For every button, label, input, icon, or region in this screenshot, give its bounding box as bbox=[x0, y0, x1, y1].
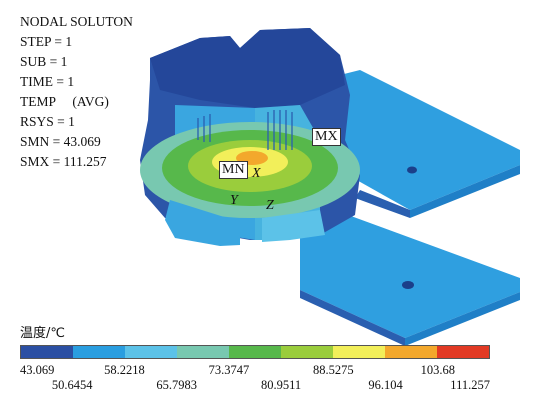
legend-swatch bbox=[73, 346, 125, 358]
smn-value: SMN = 43.069 bbox=[20, 134, 101, 149]
legend-value-lower: 111.257 bbox=[450, 378, 490, 392]
legend-value-upper: 88.5275 bbox=[313, 363, 354, 377]
legend-value-lower: 65.7983 bbox=[156, 378, 197, 392]
legend-swatch bbox=[333, 346, 385, 358]
axis-z-label: Z bbox=[266, 198, 274, 213]
axis-y-label: Y bbox=[230, 193, 238, 208]
legend-value-upper: 43.069 bbox=[20, 363, 55, 377]
fins bbox=[197, 110, 293, 150]
smx-value: SMX = 111.257 bbox=[20, 154, 107, 169]
legend-swatch bbox=[125, 346, 177, 358]
upper-arm-top bbox=[320, 70, 520, 210]
lower-arm-top bbox=[300, 212, 520, 338]
legend-swatch bbox=[385, 346, 437, 358]
lower-body bbox=[165, 200, 240, 246]
result-title: NODAL SOLUTON bbox=[20, 14, 133, 29]
sub-value: SUB = 1 bbox=[20, 54, 68, 69]
legend-value-lower: 96.104 bbox=[368, 378, 403, 392]
legend-value-lower: 80.9511 bbox=[261, 378, 302, 392]
top-cap bbox=[150, 28, 345, 108]
legend-value-lower: 50.6454 bbox=[51, 378, 93, 392]
legend-value-upper: 73.3747 bbox=[208, 363, 250, 377]
rsys-value: RSYS = 1 bbox=[20, 114, 75, 129]
color-legend-bar bbox=[20, 345, 490, 359]
upper-arm-side bbox=[410, 165, 520, 218]
legend-swatch bbox=[281, 346, 333, 358]
legend-swatch bbox=[437, 346, 489, 358]
legend-swatch bbox=[21, 346, 73, 358]
upper-arm-front bbox=[355, 190, 410, 218]
step-value: STEP = 1 bbox=[20, 34, 73, 49]
nodal-solution-info: NODAL SOLUTON STEP = 1 SUB = 1 TIME = 1 … bbox=[20, 12, 133, 172]
legend-swatch bbox=[229, 346, 281, 358]
upper-arm-hole bbox=[407, 166, 417, 174]
lower-arm-side bbox=[405, 292, 520, 346]
legend-value-upper: 58.2218 bbox=[104, 363, 145, 377]
lower-body-right bbox=[262, 210, 325, 242]
temp-label: TEMP (AVG) bbox=[20, 94, 109, 109]
legend-swatch bbox=[177, 346, 229, 358]
time-value: TIME = 1 bbox=[20, 74, 75, 89]
lower-arm-hole bbox=[402, 281, 414, 289]
min-marker: MN bbox=[219, 161, 248, 179]
legend-title: 温度/℃ bbox=[20, 326, 65, 341]
max-marker: MX bbox=[312, 128, 341, 146]
lower-arm-front bbox=[300, 290, 405, 346]
axis-x-label: X bbox=[252, 166, 261, 181]
legend-value-upper: 103.68 bbox=[420, 363, 455, 377]
